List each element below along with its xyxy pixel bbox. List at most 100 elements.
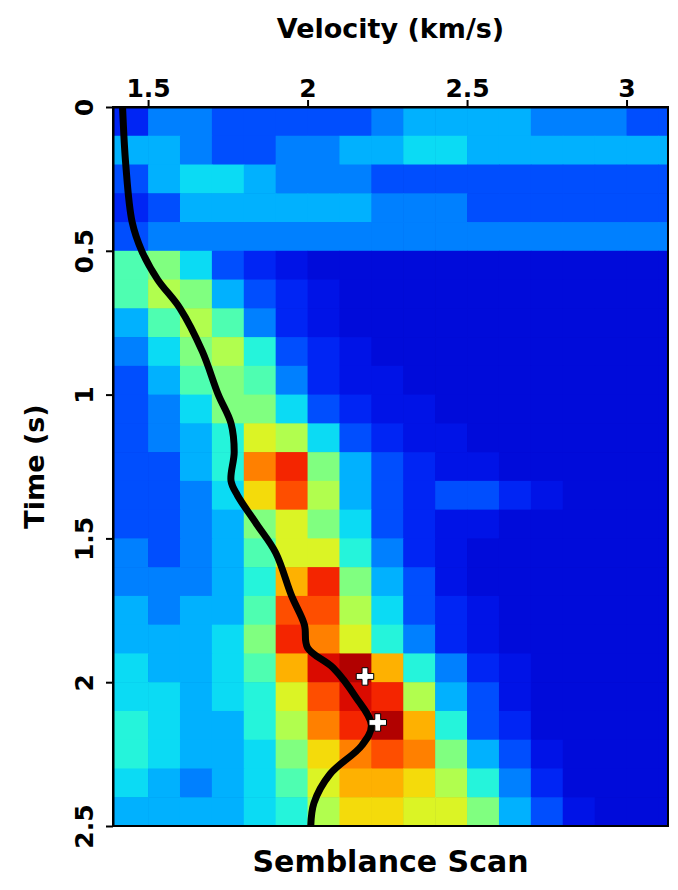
heatmap-cell bbox=[658, 395, 668, 424]
heatmap-cell bbox=[627, 481, 659, 510]
heatmap-cell bbox=[531, 193, 563, 222]
heatmap bbox=[113, 107, 668, 826]
heatmap-cell bbox=[531, 510, 563, 539]
heatmap-cell bbox=[148, 193, 180, 222]
heatmap-cell bbox=[595, 222, 627, 251]
heatmap-cell bbox=[467, 337, 499, 366]
heatmap-cell bbox=[276, 337, 308, 366]
heatmap-cell bbox=[113, 136, 149, 165]
heatmap-cell bbox=[113, 366, 149, 395]
y-tick: 2 bbox=[70, 674, 113, 691]
heatmap-cell bbox=[595, 596, 627, 625]
heatmap-cell bbox=[499, 136, 531, 165]
heatmap-cell bbox=[563, 193, 595, 222]
heatmap-cell bbox=[627, 711, 659, 740]
heatmap-cell bbox=[403, 567, 435, 596]
heatmap-cell bbox=[595, 107, 627, 136]
y-axis-title: Time (s) bbox=[19, 404, 50, 528]
heatmap-cell bbox=[371, 538, 403, 567]
heatmap-cell bbox=[531, 251, 563, 280]
heatmap-cell bbox=[276, 797, 308, 826]
heatmap-cell bbox=[180, 797, 212, 826]
heatmap-cell bbox=[627, 165, 659, 194]
y-tick: 1 bbox=[70, 386, 113, 403]
heatmap-cell bbox=[148, 653, 180, 682]
heatmap-cell bbox=[371, 222, 403, 251]
heatmap-cell bbox=[658, 682, 668, 711]
heatmap-cell bbox=[113, 510, 149, 539]
heatmap-cell bbox=[371, 625, 403, 654]
heatmap-cell bbox=[212, 711, 244, 740]
heatmap-cell bbox=[627, 136, 659, 165]
heatmap-cell bbox=[499, 481, 531, 510]
heatmap-cell bbox=[339, 538, 371, 567]
heatmap-cell bbox=[658, 625, 668, 654]
heatmap-cell bbox=[595, 136, 627, 165]
heatmap-cell bbox=[403, 740, 435, 769]
heatmap-cell bbox=[371, 193, 403, 222]
heatmap-cell bbox=[467, 653, 499, 682]
heatmap-cell bbox=[499, 222, 531, 251]
heatmap-cell bbox=[563, 366, 595, 395]
heatmap-cell bbox=[148, 107, 180, 136]
heatmap-cell bbox=[627, 653, 659, 682]
heatmap-cell bbox=[467, 452, 499, 481]
heatmap-cell bbox=[595, 481, 627, 510]
heatmap-cell bbox=[435, 567, 467, 596]
heatmap-cell bbox=[180, 280, 212, 309]
y-tick-mark bbox=[106, 538, 113, 540]
heatmap-cell bbox=[499, 395, 531, 424]
heatmap-cell bbox=[595, 423, 627, 452]
heatmap-cell bbox=[212, 510, 244, 539]
heatmap-cell bbox=[148, 740, 180, 769]
heatmap-cell bbox=[467, 481, 499, 510]
heatmap-cell bbox=[180, 107, 212, 136]
heatmap-cell bbox=[563, 136, 595, 165]
heatmap-cell bbox=[244, 308, 276, 337]
heatmap-cell bbox=[308, 395, 340, 424]
heatmap-cell bbox=[371, 107, 403, 136]
heatmap-cell bbox=[467, 711, 499, 740]
plot-frame bbox=[113, 107, 668, 826]
heatmap-cell bbox=[244, 136, 276, 165]
heatmap-cell bbox=[467, 510, 499, 539]
heatmap-cell bbox=[435, 711, 467, 740]
heatmap-cell bbox=[435, 740, 467, 769]
heatmap-cell bbox=[308, 538, 340, 567]
heatmap-cell bbox=[531, 740, 563, 769]
heatmap-cell bbox=[308, 510, 340, 539]
chart: 1.522.5300.511.522.5Velocity (km/s)Time … bbox=[0, 0, 678, 890]
heatmap-cell bbox=[276, 165, 308, 194]
heatmap-cell bbox=[658, 423, 668, 452]
heatmap-cell bbox=[148, 337, 180, 366]
heatmap-cell bbox=[531, 682, 563, 711]
x-tick-label: 2 bbox=[299, 74, 316, 103]
heatmap-cell bbox=[308, 596, 340, 625]
heatmap-cell bbox=[339, 165, 371, 194]
heatmap-cell bbox=[627, 280, 659, 309]
y-tick-label: 0.5 bbox=[70, 229, 99, 273]
heatmap-cell bbox=[371, 337, 403, 366]
heatmap-cell bbox=[658, 768, 668, 797]
heatmap-cell bbox=[180, 165, 212, 194]
heatmap-cell bbox=[371, 740, 403, 769]
heatmap-cell bbox=[148, 625, 180, 654]
heatmap-cell bbox=[499, 768, 531, 797]
heatmap-cell bbox=[371, 308, 403, 337]
heatmap-cell bbox=[244, 280, 276, 309]
heatmap-cell bbox=[435, 538, 467, 567]
heatmap-cell bbox=[339, 193, 371, 222]
heatmap-cell bbox=[531, 136, 563, 165]
plot-background bbox=[113, 107, 668, 826]
heatmap-cell bbox=[244, 395, 276, 424]
heatmap-cell bbox=[308, 251, 340, 280]
heatmap-cell bbox=[113, 596, 149, 625]
heatmap-cell bbox=[113, 452, 149, 481]
heatmap-cell bbox=[308, 136, 340, 165]
y-axis: 00.511.522.5 bbox=[70, 99, 114, 849]
heatmap-cell bbox=[499, 596, 531, 625]
heatmap-cell bbox=[531, 625, 563, 654]
heatmap-cell bbox=[276, 193, 308, 222]
y-tick-mark bbox=[106, 826, 113, 828]
heatmap-cell bbox=[531, 308, 563, 337]
